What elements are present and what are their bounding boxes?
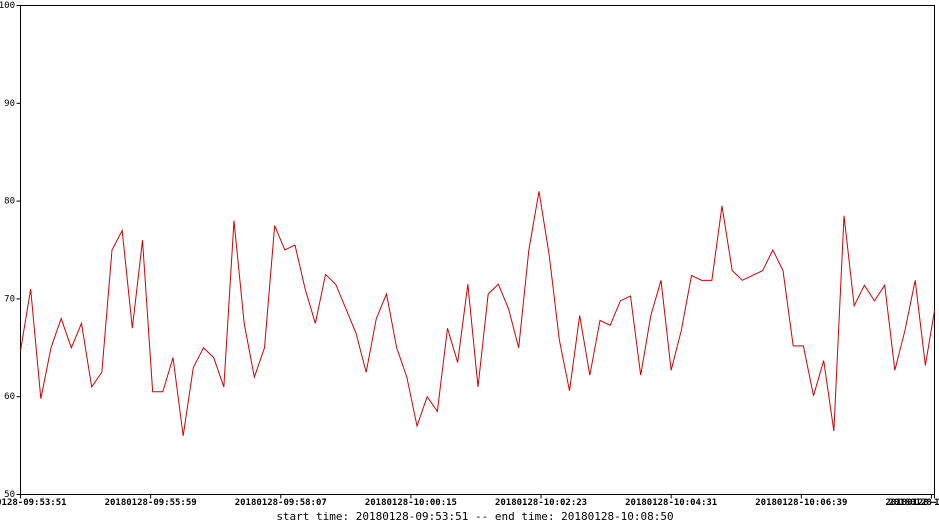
x-tick-label: 20180128-10:00:15 [365, 498, 457, 508]
y-tick-label: 60 [4, 392, 15, 402]
y-tick-label: 50 [4, 490, 15, 500]
plot-frame [20, 5, 935, 495]
x-axis-label: start time: 20180128-09:53:51 -- end tim… [276, 510, 673, 523]
data-line [20, 191, 935, 436]
y-tick-label: 70 [4, 294, 15, 304]
y-tick-label: 100 [0, 1, 15, 11]
x-tick-label: 20180128-09:53:51 [0, 498, 67, 508]
x-tick-label: 20180128-10:06:39 [755, 498, 847, 508]
x-tick-label: 20180128-10:04:31 [625, 498, 717, 508]
x-tick-label: 20180128-09:55:59 [105, 498, 197, 508]
y-tick-label: 80 [4, 197, 15, 207]
x-tick-label: 20180128-09:58:07 [235, 498, 327, 508]
x-tick-label: 20180128-10:02:23 [495, 498, 587, 508]
x-tick-label: 20180128-10:08:50 [888, 498, 939, 508]
y-tick-label: 90 [4, 99, 15, 109]
x-tick-label: 20180128-10:08:47 [885, 498, 939, 508]
